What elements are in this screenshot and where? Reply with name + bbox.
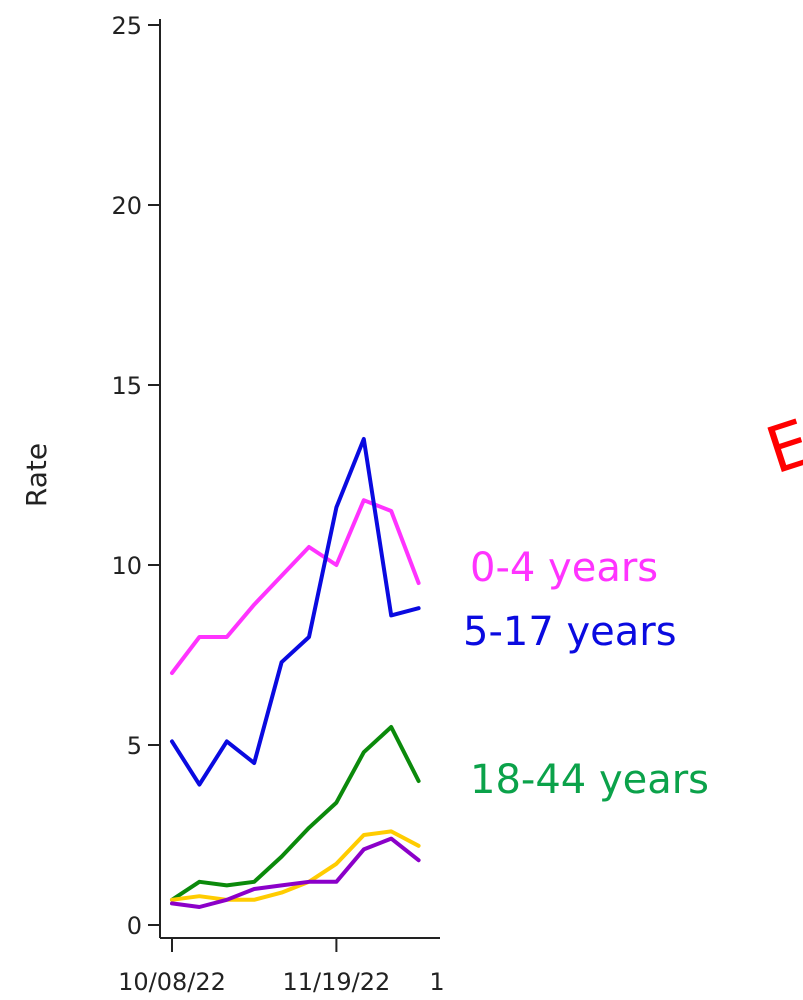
- x-tick-label: 11/19/22: [283, 968, 391, 996]
- y-tick-label: 10: [111, 552, 142, 580]
- series-label: 0-4 years: [470, 545, 658, 591]
- series-line: [170, 437, 421, 787]
- partial-cropped-label: E: [758, 406, 803, 489]
- series-line: [170, 498, 421, 675]
- series-label: 5-17 years: [463, 609, 677, 655]
- series-line: [170, 836, 421, 909]
- y-tick-label: 25: [111, 12, 142, 40]
- series-lines: [170, 437, 421, 909]
- series-label: 18-44 years: [470, 757, 709, 803]
- x-tick-label: 1: [429, 968, 444, 996]
- x-tick-label: 10/08/22: [118, 968, 226, 996]
- y-axis-title: Rate: [20, 443, 53, 507]
- y-tick-label: 0: [127, 912, 142, 940]
- y-tick-label: 5: [127, 732, 142, 760]
- series-labels: 0-4 years 5-17 years 18-44 years: [463, 545, 709, 803]
- axes: 0 5 10 15 20 25 10/08/22 11/19/22 1: [111, 12, 444, 996]
- y-tick-label: 15: [111, 372, 142, 400]
- y-tick-label: 20: [111, 192, 142, 220]
- series-line: [170, 829, 421, 902]
- series-line: [170, 725, 421, 902]
